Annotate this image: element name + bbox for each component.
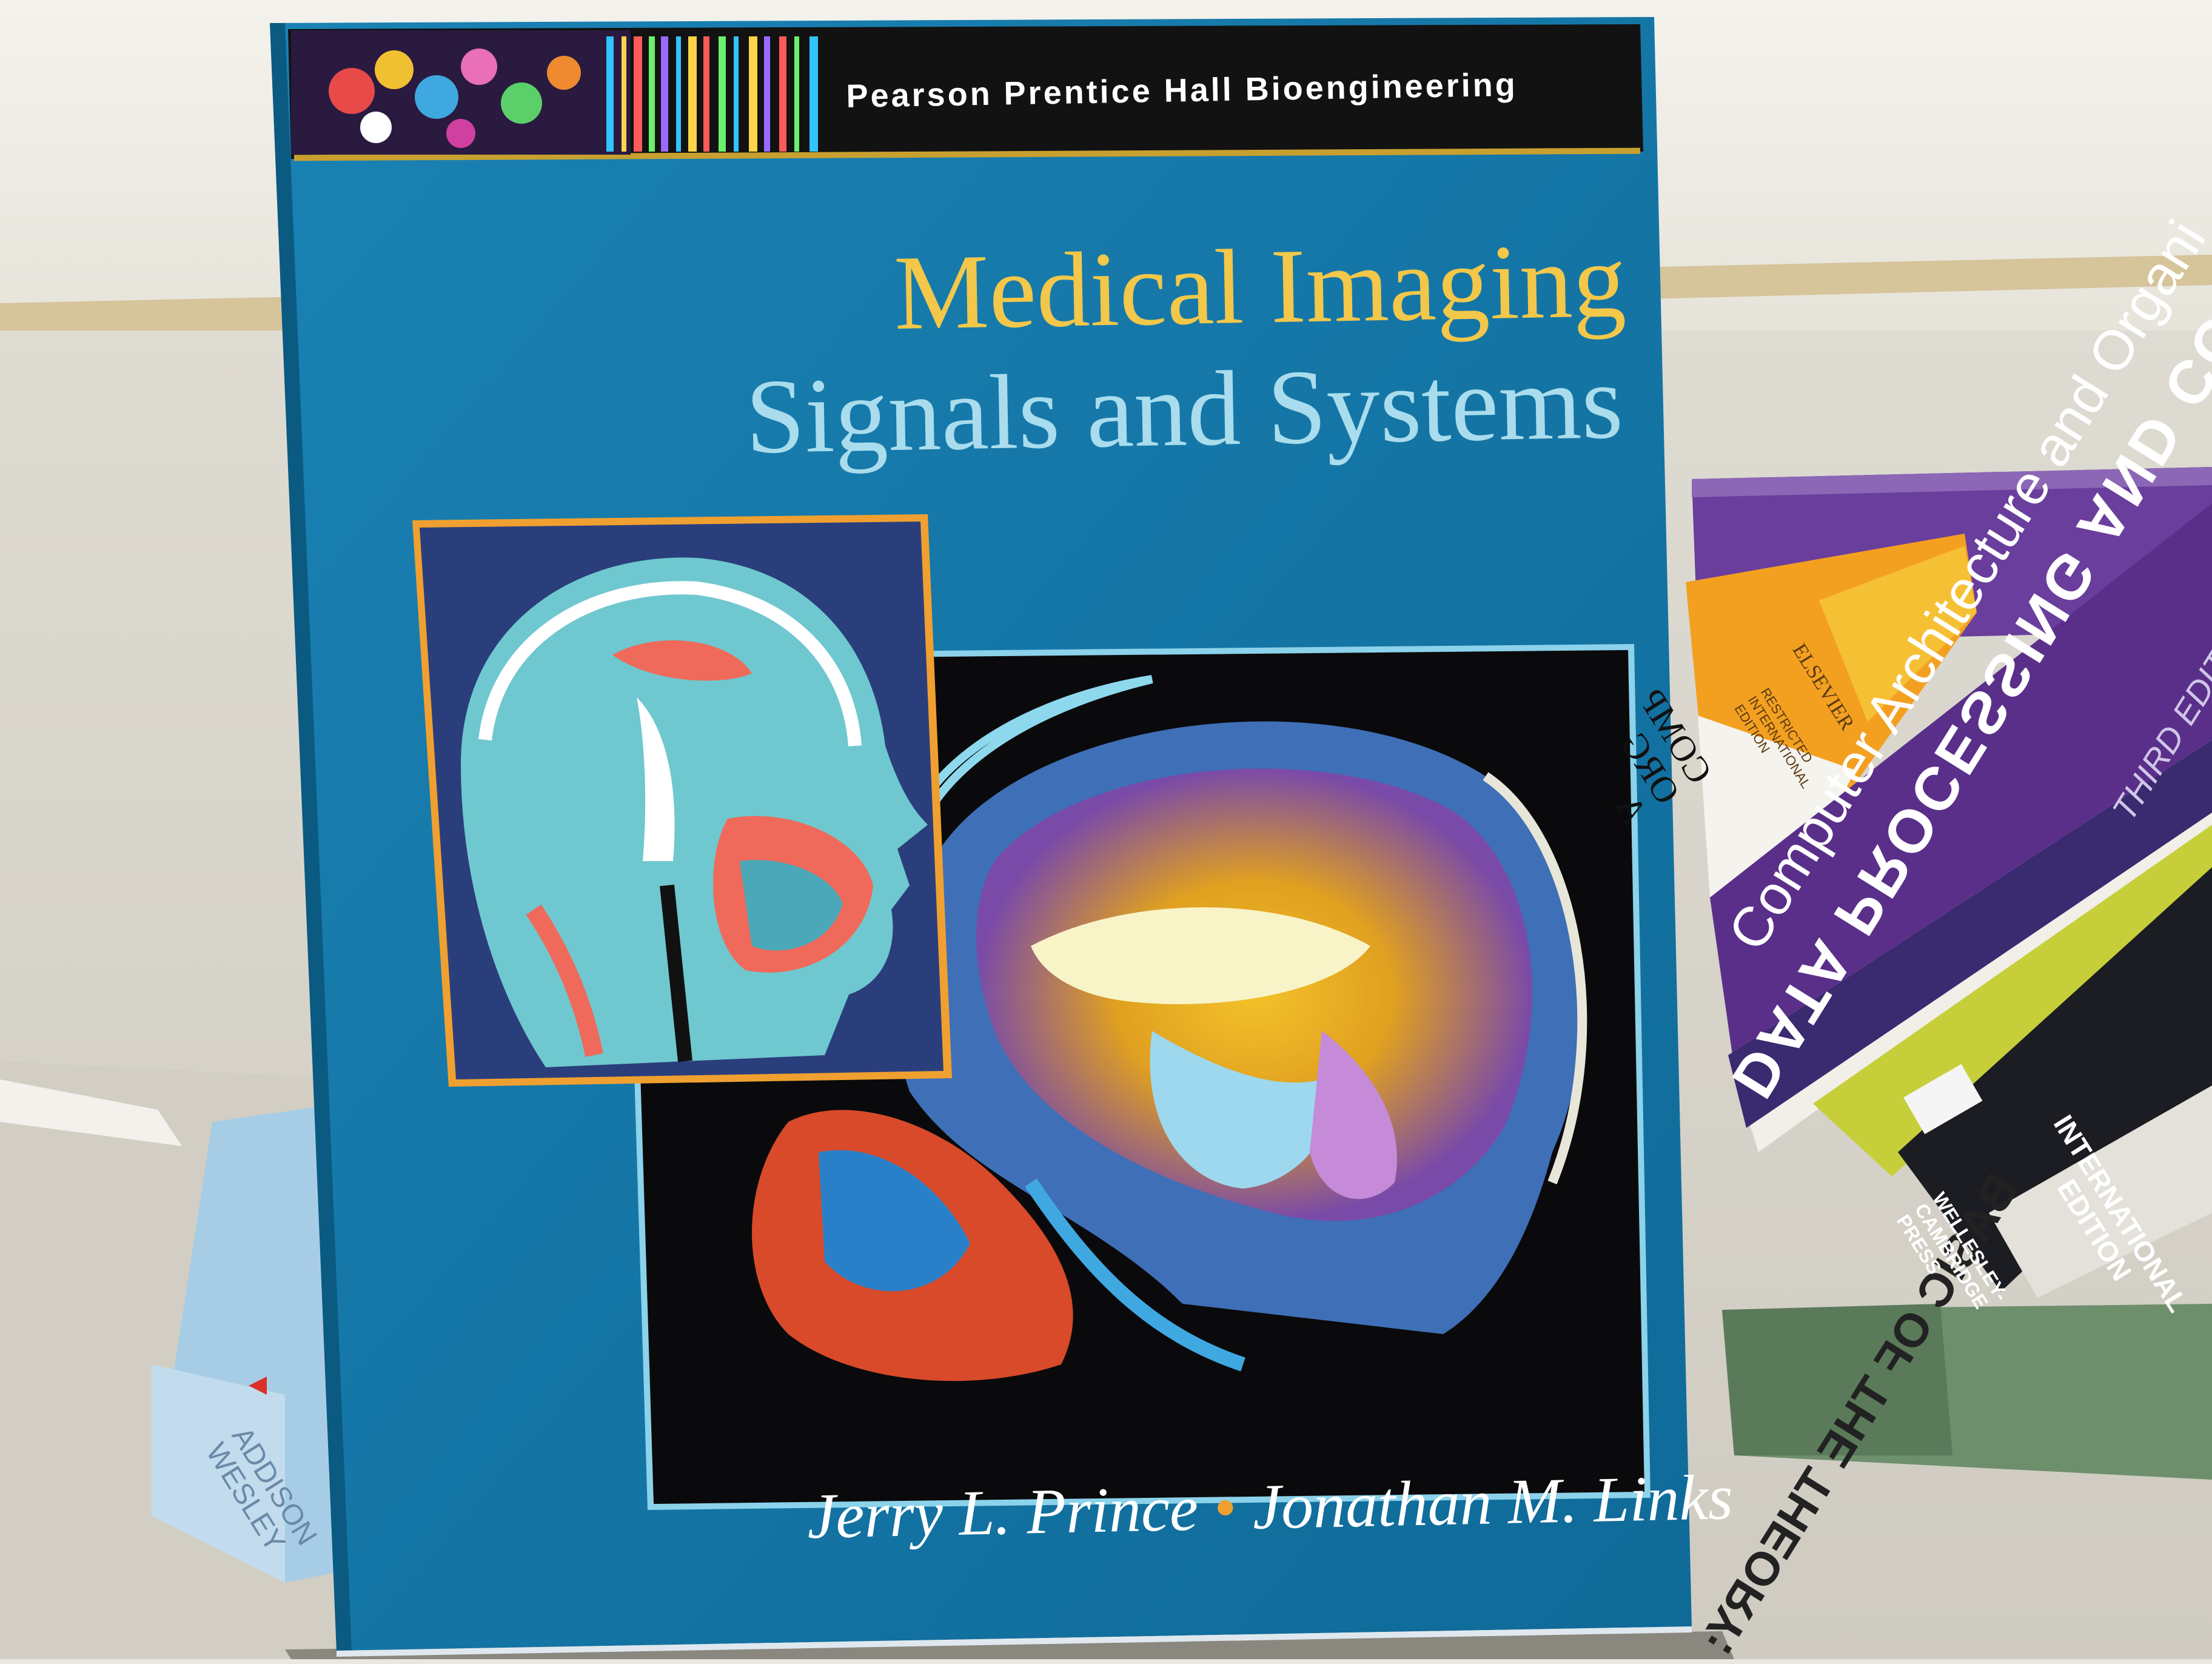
book-subtitle: Signals and Systems <box>744 343 1624 477</box>
author-2: Jonathan M. Links <box>1252 1461 1734 1543</box>
main-book-shadow <box>285 1631 1734 1659</box>
cover-bottom-edge <box>337 1626 1692 1657</box>
orange-book-face <box>1819 546 1977 722</box>
purple-computer-architecture-book <box>1710 503 2212 1067</box>
black-book-bottom <box>1989 1085 2212 1298</box>
author-separator: • <box>1213 1472 1238 1543</box>
book-title: Medical Imaging <box>893 221 1627 353</box>
green-bookmark-shade <box>1722 1304 1952 1455</box>
yellow-book <box>1813 825 2212 1176</box>
series-band-gold-line <box>293 147 1641 161</box>
left-white-book-top <box>0 1079 182 1146</box>
black-book <box>1898 867 2212 1292</box>
small-head-illustration <box>461 557 928 1067</box>
author-1: Jerry L. Prince <box>806 1472 1199 1552</box>
purple-top-book-face <box>1692 467 2212 497</box>
white-book-spine <box>1728 740 2212 1128</box>
dna-illustration <box>291 30 818 155</box>
price-sticker <box>1903 1064 1983 1135</box>
addison-logo <box>249 1377 267 1395</box>
left-blue-book-spine <box>152 1364 285 1583</box>
large-brain-illustration <box>752 675 1587 1381</box>
main-book-left-edge <box>270 23 352 1651</box>
